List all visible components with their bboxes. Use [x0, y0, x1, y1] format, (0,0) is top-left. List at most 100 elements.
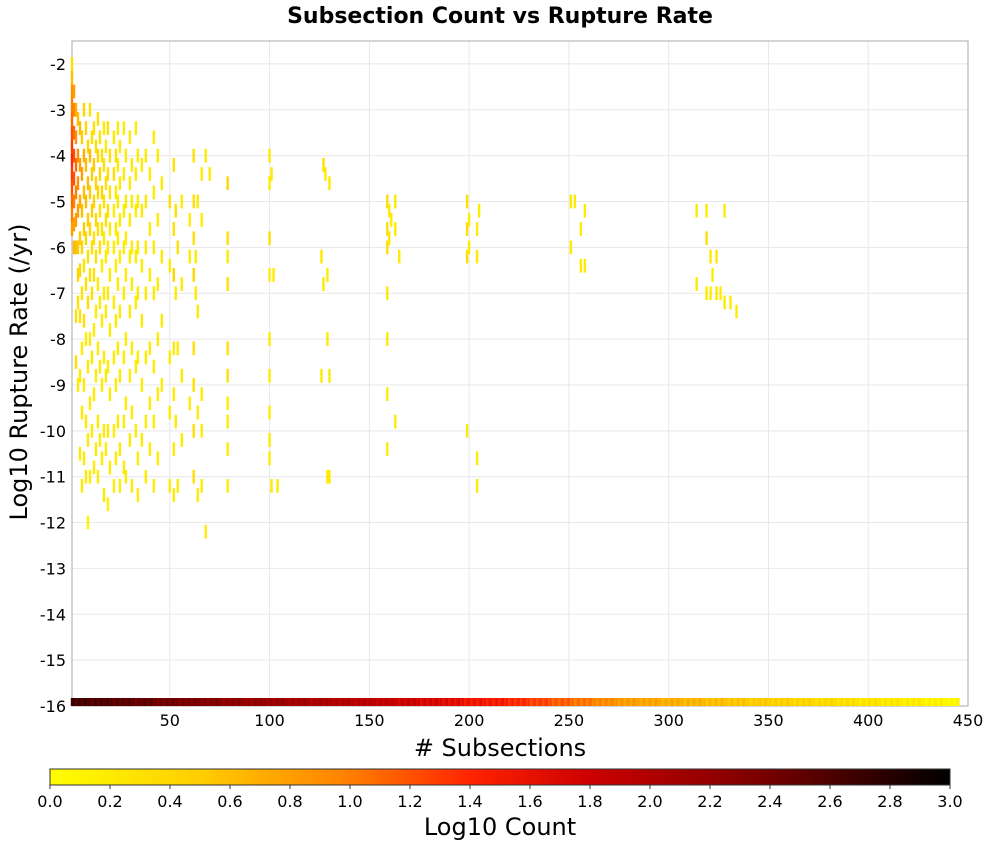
heatmap-cell: [116, 231, 120, 246]
colorbar-tick-label: 2.6: [817, 792, 842, 811]
zero-rate-cell: [412, 698, 415, 706]
zero-rate-cell: [477, 698, 481, 706]
zero-rate-cell: [501, 698, 505, 706]
zero-rate-cell: [252, 698, 256, 706]
zero-rate-cell: [368, 698, 371, 706]
heatmap-cell: [112, 240, 116, 255]
heatmap-cell: [94, 212, 98, 227]
heatmap-cell: [72, 148, 76, 163]
heatmap-cell: [84, 121, 88, 136]
heatmap-cell: [398, 249, 401, 264]
heatmap-cell: [136, 286, 140, 301]
zero-rate-cell: [164, 698, 168, 706]
zero-rate-cell: [827, 698, 830, 706]
heatmap-cell: [116, 341, 120, 356]
heatmap-cell: [82, 378, 86, 392]
heatmap-cell: [74, 130, 78, 145]
heatmap-cell: [148, 341, 152, 356]
zero-rate-cell: [898, 698, 902, 706]
y-tick-label: -15: [40, 651, 66, 670]
zero-rate-cell: [954, 698, 958, 706]
zero-rate-cell: [801, 698, 804, 706]
zero-rate-cell: [729, 698, 733, 706]
zero-rate-cell: [134, 698, 138, 706]
zero-rate-cell: [430, 698, 433, 706]
zero-rate-cell: [332, 698, 336, 706]
heatmap-cell: [394, 414, 397, 429]
y-tick-label: -3: [50, 101, 66, 120]
heatmap-cell: [390, 212, 393, 227]
zero-rate-cell: [198, 698, 202, 706]
heatmap-cell: [268, 148, 271, 163]
y-tick-label: -7: [50, 284, 66, 303]
heatmap-cell: [108, 387, 112, 402]
heatmap-cell: [74, 355, 78, 369]
heatmap-cell: [134, 203, 138, 218]
zero-rate-cell: [342, 698, 345, 706]
heatmap-cell: [729, 295, 732, 310]
zero-rate-cell: [867, 698, 870, 706]
zero-rate-cell: [549, 698, 553, 706]
heatmap-cell: [226, 176, 229, 191]
heatmap-cell: [98, 203, 102, 218]
zero-rate-cell: [270, 698, 274, 706]
heatmap-cell: [86, 433, 90, 447]
zero-rate-cell: [84, 698, 88, 706]
heatmap-cell: [82, 451, 86, 466]
zero-rate-cell: [561, 698, 565, 706]
zero-rate-cell: [324, 698, 328, 706]
zero-rate-cell: [851, 698, 854, 706]
colorbar-tick-label: 1.6: [517, 792, 542, 811]
zero-rate-cell: [274, 698, 278, 706]
heatmap-cell: [80, 341, 84, 356]
zero-rate-cell: [924, 698, 928, 706]
zero-rate-cell: [467, 698, 471, 706]
zero-rate-cell: [577, 698, 581, 706]
heatmap-cell: [78, 309, 82, 324]
heatmap-cell: [386, 387, 389, 402]
zero-rate-cell: [160, 698, 164, 706]
zero-rate-cell: [126, 698, 130, 706]
zero-rate-cell: [218, 698, 222, 706]
heatmap-cell: [112, 130, 116, 145]
heatmap-cell: [475, 478, 479, 493]
plot-area-frame: [71, 40, 969, 707]
heatmap-cell: [86, 139, 90, 154]
heatmap-cell: [92, 387, 96, 402]
zero-rate-cell: [374, 698, 377, 706]
zero-rate-cell: [938, 698, 942, 706]
heatmap-cell: [152, 286, 156, 301]
heatmap-cell: [705, 231, 708, 246]
zero-rate-cell: [765, 698, 769, 706]
heatmap-cell: [134, 295, 138, 310]
heatmap-cell: [148, 442, 152, 457]
heatmap-cell: [94, 304, 98, 319]
heatmap-cell: [70, 139, 74, 154]
heatmap-cell: [72, 84, 76, 99]
zero-rate-cell: [861, 698, 864, 706]
heatmap-cell: [172, 222, 175, 236]
zero-rate-cell: [605, 698, 609, 706]
heatmap-cell: [92, 231, 96, 246]
zero-rate-cell: [797, 698, 800, 706]
zero-rate-cell: [623, 698, 627, 706]
zero-rate-cell: [92, 698, 96, 706]
heatmap-cell: [70, 194, 74, 209]
zero-rate-cell: [845, 698, 848, 706]
zero-rate-cell: [892, 698, 896, 706]
zero-rate-cell: [781, 698, 785, 706]
heatmap-cell: [80, 203, 84, 218]
heatmap-cell: [160, 378, 163, 392]
zero-rate-cell: [262, 698, 266, 706]
zero-rate-cell: [282, 698, 286, 706]
zero-rate-cell: [106, 698, 110, 706]
heatmap-cell: [152, 478, 156, 493]
heatmap-cell: [82, 102, 86, 117]
zero-rate-cell: [110, 698, 114, 706]
zero-rate-cell: [437, 698, 441, 706]
zero-rate-cell: [667, 698, 671, 706]
heatmap-cell: [72, 217, 76, 232]
heatmap-cell: [118, 176, 122, 191]
heatmap-cell: [180, 194, 183, 209]
y-tick-label: -9: [50, 376, 66, 395]
